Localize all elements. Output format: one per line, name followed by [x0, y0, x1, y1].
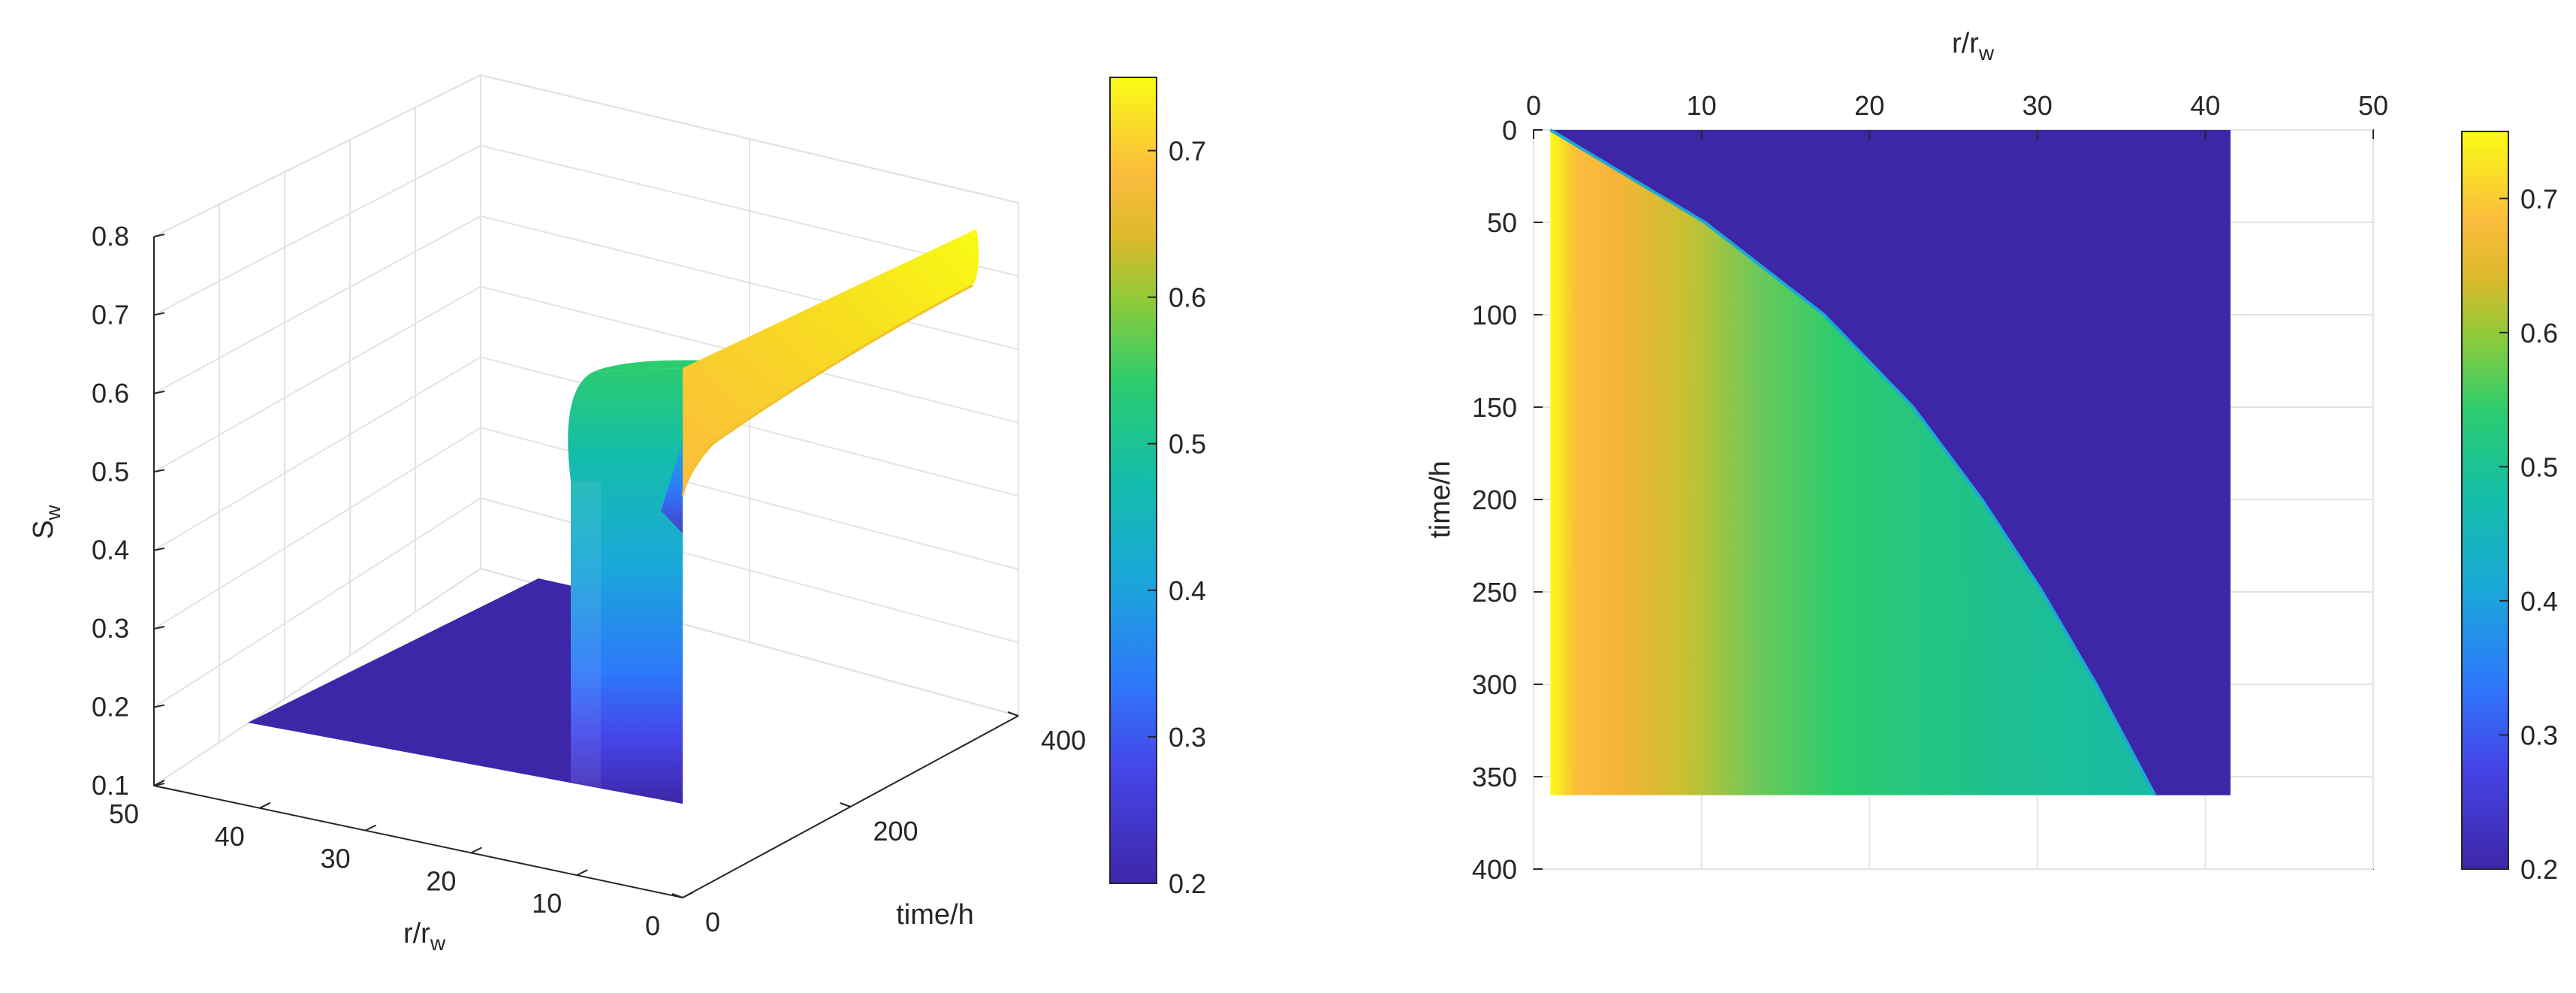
surface-inner-fold — [661, 361, 706, 533]
z-tick-label: 0.4 — [92, 535, 129, 566]
x-tick-label: 50 — [109, 798, 139, 829]
heatmap-front-line — [1549, 128, 2157, 796]
x-tick — [259, 801, 271, 809]
heatmap-x-tick-label: 20 — [1854, 90, 1884, 121]
colorbar-right — [2461, 131, 2509, 870]
heatmap-x-tick-label: 50 — [2358, 90, 2388, 121]
z-axis-label: Sw — [28, 504, 65, 539]
colorbar-tick-label: 0.7 — [2520, 183, 2558, 214]
colorbar-tick-label: 0.3 — [2520, 720, 2558, 750]
y-tick-label: 0 — [705, 907, 720, 937]
y-tick — [671, 893, 683, 898]
colorbar-tick-label: 0.2 — [2520, 854, 2558, 885]
z-tick — [153, 469, 165, 473]
heatmap-plot: 0 10 20 30 40 50 0 50 100 150 200 250 300 350 400 r/r… — [1425, 28, 2558, 885]
colorbar-left — [1109, 77, 1157, 884]
x-tick-label: 30 — [321, 844, 351, 874]
x-tick-labels: 50 40 30 20 10 0 — [109, 780, 694, 941]
z-tick — [153, 234, 165, 237]
heatmap-y-tick-label: 0 — [1502, 115, 1517, 146]
heatmap-y-tick-label: 100 — [1472, 300, 1517, 330]
heatmap-y-tick-label: 50 — [1487, 207, 1517, 238]
colorbar-tick-label: 0.7 — [1169, 136, 1206, 167]
colorbar-tick-label: 0.6 — [1169, 282, 1206, 313]
z-tick-label: 0.3 — [92, 613, 129, 644]
x-tick-label: 0 — [645, 910, 660, 941]
heatmap-y-tick-label: 300 — [1472, 669, 1517, 700]
x-axis-label: r/rw — [403, 918, 446, 955]
x-tick — [365, 824, 377, 832]
heatmap-y-tick-label: 350 — [1472, 762, 1517, 792]
x-axis — [153, 785, 683, 898]
y-tick — [840, 802, 851, 807]
z-tick-label: 0.8 — [92, 221, 129, 252]
z-tick — [153, 547, 165, 551]
y-tick-labels: 0 200 400 — [671, 711, 1086, 937]
colorbar-tick-label: 0.5 — [2520, 451, 2558, 482]
z-gridline — [153, 427, 481, 629]
heatmap-x-tick-label: 0 — [1526, 90, 1541, 121]
colorbar-tick-label: 0.4 — [2520, 586, 2558, 617]
colorbar-tick-label: 0.4 — [1169, 575, 1206, 606]
heatmap-x-ticks: 0 10 20 30 40 50 — [1526, 90, 2388, 139]
y-axis-label: time/h — [896, 899, 973, 931]
z-gridline — [153, 215, 481, 394]
z-tick — [153, 626, 165, 630]
heatmap-x-tick-label: 40 — [2190, 90, 2220, 121]
y-tick-label: 400 — [1041, 725, 1086, 756]
z-gridline — [153, 74, 481, 237]
surface-ramp-edge — [681, 284, 973, 496]
surface-plot: 0.1 0.2 0.3 0.4 0.5 0.6 0.7 0.8 Sw 50 40 30 20 10 0 … — [28, 74, 1206, 955]
z-tick-label: 0.6 — [92, 378, 129, 409]
x-tick — [470, 847, 482, 854]
colorbar-tick-label: 0.3 — [1169, 722, 1206, 753]
x-tick — [576, 869, 588, 877]
z-tick-label: 0.7 — [92, 299, 129, 330]
x-tick-label: 20 — [426, 865, 456, 896]
z-tick — [153, 312, 165, 316]
surface-front-wall — [568, 368, 683, 804]
colorbar-right-ticks: 0.2 0.3 0.4 0.5 0.6 0.7 — [2499, 183, 2558, 885]
colorbar-left-ticks: 0.2 0.3 0.4 0.5 0.6 0.7 — [1148, 136, 1206, 899]
z-gridline — [153, 356, 481, 551]
z-tick-label: 0.1 — [92, 770, 129, 801]
z-tick-label: 0.2 — [92, 692, 129, 723]
x-tick-label: 10 — [532, 888, 562, 919]
x-tick — [153, 780, 165, 786]
z-gridline — [153, 497, 481, 708]
z-gridline — [153, 285, 481, 473]
z-tick-label: 0.5 — [92, 456, 129, 487]
heatmap-y-tick-label: 200 — [1472, 484, 1517, 515]
heatmap-y-ticks: 0 50 100 150 200 250 300 350 400 — [1472, 115, 1543, 885]
x-tick-label: 40 — [215, 821, 245, 852]
heatmap-x-label: r/rw — [1952, 28, 1995, 65]
z-gridline — [153, 568, 481, 786]
colorbar-tick-label: 0.6 — [2520, 318, 2558, 349]
heatmap-x-tick-label: 10 — [1687, 90, 1717, 121]
heatmap-y-tick-label: 150 — [1472, 392, 1517, 423]
colorbar-tick-label: 0.2 — [1169, 868, 1206, 899]
heatmap-y-label: time/h — [1425, 460, 1456, 538]
colorbar-tick-label: 0.5 — [1169, 429, 1206, 460]
heatmap-y-tick-label: 400 — [1472, 854, 1517, 885]
z-tick — [153, 390, 165, 394]
z-gridline — [153, 144, 481, 316]
heatmap-x-tick-label: 30 — [2022, 90, 2053, 121]
grid-lines-3d — [153, 74, 1019, 786]
heatmap-front-region — [1550, 130, 2231, 795]
y-tick — [1007, 711, 1019, 717]
z-tick — [153, 704, 165, 708]
y-tick-label: 200 — [873, 816, 918, 847]
surface-top-cap — [593, 360, 706, 372]
surface-ramp — [683, 229, 979, 496]
z-tick-labels: 0.1 0.2 0.3 0.4 0.5 0.6 0.7 0.8 — [92, 221, 165, 801]
heatmap-y-tick-label: 250 — [1472, 577, 1517, 608]
surface-front-shade — [571, 481, 601, 796]
